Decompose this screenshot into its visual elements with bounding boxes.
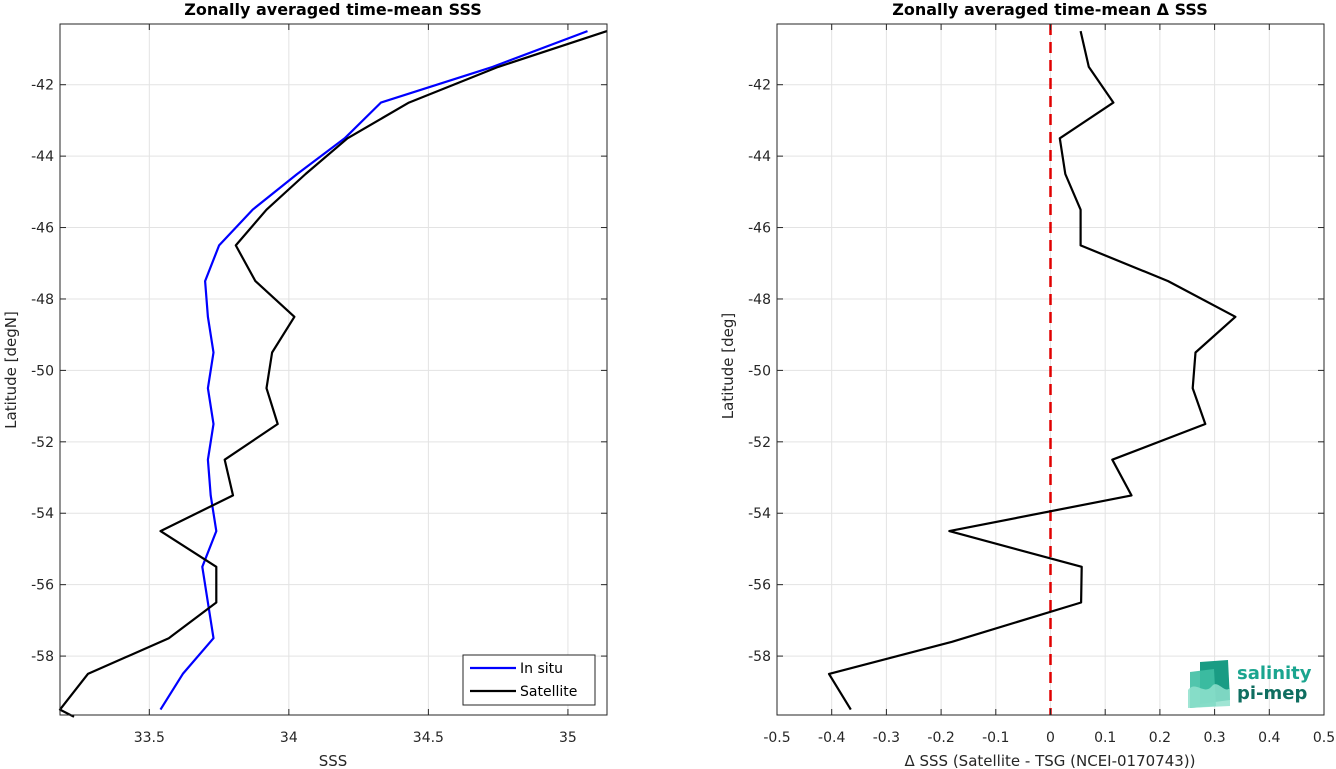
sss-x-tick-label: 34 — [280, 730, 298, 746]
delta-y-axis-label: Latitude [deg] — [719, 313, 737, 419]
delta-x-tick-label: -0.4 — [818, 730, 845, 746]
delta-y-tick-label: -48 — [748, 292, 771, 308]
sss-y-tick-label: -50 — [31, 363, 54, 379]
delta-x-tick-label: 0.4 — [1258, 730, 1280, 746]
sss-y-tick-label: -48 — [31, 292, 54, 308]
sss-y-tick-label: -52 — [31, 435, 54, 451]
sss-y-tick-label: -54 — [31, 506, 54, 522]
delta-y-tick-label: -58 — [748, 649, 771, 665]
delta-sss-panel: -0.5 -0.4 -0.3 -0.2 -0.1 0 0.1 0.2 0.3 0.4 0.5 -42 -… — [719, 0, 1335, 769]
sss-legend: In situ Satellite — [462, 654, 596, 706]
sss-y-axis-label: Latitude [degN] — [2, 311, 20, 429]
legend-label-satellite: Satellite — [520, 684, 577, 700]
delta-x-tick-label: 0.3 — [1203, 730, 1225, 746]
sss-series-layer — [58, 30, 608, 718]
sss-chart-title: Zonally averaged time-mean SSS — [184, 0, 482, 19]
delta-y-tick-label: -44 — [748, 149, 771, 165]
delta-x-axis-label: Δ SSS (Satellite - TSG (NCEI-0170743)) — [904, 752, 1195, 769]
delta-x-tick-label: -0.1 — [982, 730, 1009, 746]
delta-y-tick-label: -42 — [748, 78, 771, 94]
sss-panel: 33.5 34 34.5 35-42-44-46-48-50-52-54-56-58 … — [2, 0, 608, 769]
delta-x-tick-label: 0.5 — [1313, 730, 1335, 746]
delta-x-tick-label: -0.2 — [927, 730, 954, 746]
delta-series-layer — [827, 30, 1237, 711]
delta-x-tick-label: 0.2 — [1149, 730, 1171, 746]
delta-y-tick-label: -56 — [748, 578, 771, 594]
logo-wave-icon — [1188, 660, 1230, 708]
sss-y-tick-label: -56 — [31, 578, 54, 594]
salinity-pi-mep-logo: salinity pi-mep — [1188, 660, 1312, 708]
delta-chart-title: Zonally averaged time-mean Δ SSS — [892, 0, 1208, 19]
sss-x-tick-label: 34.5 — [413, 730, 444, 746]
series-line-satellite — [58, 30, 608, 718]
logo-text-line1: salinity — [1237, 663, 1312, 684]
logo-text-line2: pi-mep — [1237, 683, 1307, 704]
series-line-in-situ — [159, 30, 588, 711]
sss-x-axis-label: SSS — [319, 752, 348, 769]
sss-y-tick-label: -58 — [31, 649, 54, 665]
sss-y-tick-label: -46 — [31, 221, 54, 237]
legend-label-in-situ: In situ — [520, 661, 563, 677]
series-line-delta — [827, 30, 1237, 711]
sss-x-tick-label: 35 — [559, 730, 577, 746]
sss-axes-box — [59, 23, 608, 716]
delta-x-tick-label: -0.3 — [873, 730, 900, 746]
sss-y-tick-label: -42 — [31, 78, 54, 94]
delta-x-tick-label: -0.5 — [763, 730, 790, 746]
legend-box — [462, 654, 596, 706]
sss-y-tick-label: -44 — [31, 149, 54, 165]
sss-tick-labels: 33.5 34 34.5 35 -42 -44 -46 -48 -50 -52 -54 -56 -58 — [31, 24, 607, 746]
delta-tick-labels: -0.5 -0.4 -0.3 -0.2 -0.1 0 0.1 0.2 0.3 0.4 0.5 -42 -… — [748, 24, 1335, 746]
delta-y-tick-label: -54 — [748, 506, 771, 522]
delta-y-tick-label: -52 — [748, 435, 771, 451]
delta-x-tick-label: 0 — [1046, 730, 1055, 746]
sss-plot-area — [60, 24, 607, 715]
delta-y-tick-label: -46 — [748, 221, 771, 237]
delta-x-tick-label: 0.1 — [1094, 730, 1116, 746]
delta-y-tick-label: -50 — [748, 363, 771, 379]
sss-x-tick-label: 33.5 — [134, 730, 165, 746]
